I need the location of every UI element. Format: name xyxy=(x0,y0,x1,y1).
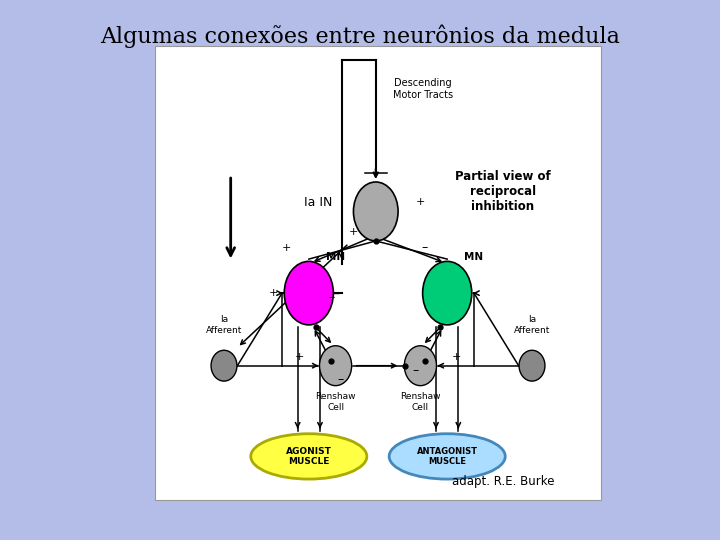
Ellipse shape xyxy=(211,350,237,381)
Text: –: – xyxy=(422,241,428,254)
Text: Descending
Motor Tracts: Descending Motor Tracts xyxy=(392,78,453,100)
Text: MN: MN xyxy=(326,252,345,262)
Text: +: + xyxy=(451,352,461,362)
Ellipse shape xyxy=(519,350,545,381)
Text: Renshaw
Cell: Renshaw Cell xyxy=(400,392,441,411)
Text: Algumas conexões entre neurônios da medula: Algumas conexões entre neurônios da medu… xyxy=(100,24,620,48)
Ellipse shape xyxy=(284,261,333,325)
Text: +: + xyxy=(269,288,278,298)
Ellipse shape xyxy=(405,346,436,386)
Text: –: – xyxy=(413,364,419,377)
Text: –: – xyxy=(337,373,343,386)
Text: MN: MN xyxy=(464,252,484,262)
Ellipse shape xyxy=(423,261,472,325)
Text: Partial view of
reciprocal
inhibition: Partial view of reciprocal inhibition xyxy=(455,170,551,213)
Text: +: + xyxy=(282,243,291,253)
Text: ANTAGONIST
MUSCLE: ANTAGONIST MUSCLE xyxy=(417,447,477,466)
Text: Renshaw
Cell: Renshaw Cell xyxy=(315,392,356,411)
Ellipse shape xyxy=(354,182,398,241)
Text: Ia
Afferent: Ia Afferent xyxy=(514,315,550,335)
Text: +: + xyxy=(295,352,305,362)
Ellipse shape xyxy=(320,346,351,386)
Text: –: – xyxy=(328,291,334,304)
Text: +: + xyxy=(348,227,358,237)
Ellipse shape xyxy=(390,434,505,479)
Text: Ia IN: Ia IN xyxy=(304,196,332,209)
Ellipse shape xyxy=(251,434,366,479)
Text: adapt. R.E. Burke: adapt. R.E. Burke xyxy=(451,475,554,488)
Text: +: + xyxy=(415,198,425,207)
Text: AGONIST
MUSCLE: AGONIST MUSCLE xyxy=(286,447,332,466)
Bar xyxy=(155,46,601,500)
Text: Ia
Afferent: Ia Afferent xyxy=(206,315,242,335)
